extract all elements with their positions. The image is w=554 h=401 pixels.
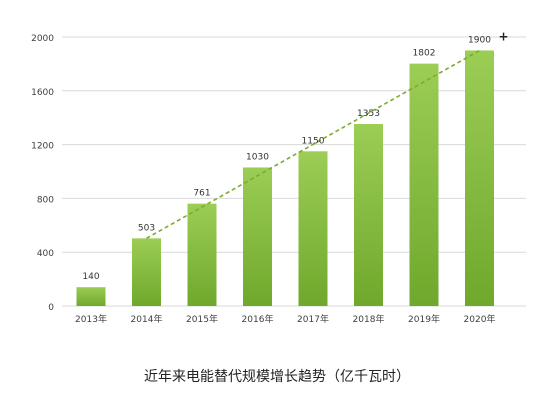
bar	[187, 203, 217, 306]
data-labels: 140 503 761 1030 1150 1353 1802 1900	[82, 35, 491, 282]
y-axis-tick-labels: 0 400 800 1200 1600 2000	[31, 34, 54, 313]
gridlines	[62, 36, 526, 307]
bar	[76, 287, 106, 306]
data-label: 1900	[468, 35, 491, 45]
x-tick-label: 2017年	[297, 313, 329, 325]
data-label: 1150	[302, 136, 325, 146]
data-label: 140	[82, 272, 99, 282]
bar	[243, 167, 272, 306]
x-tick-label: 2015年	[186, 313, 218, 325]
trendline-path	[146, 49, 480, 239]
data-label: 1802	[413, 49, 436, 59]
x-tick-label: 2020年	[464, 313, 496, 325]
bars	[76, 50, 494, 307]
x-tick-label: 2018年	[353, 313, 385, 325]
chart-area: 0 400 800 1200 1600 2000 140 503 761 1030 1150 135…	[31, 29, 526, 325]
x-tick-label: 2014年	[131, 313, 163, 325]
y-tick-label: 400	[37, 249, 54, 259]
y-tick-label: 2000	[31, 34, 54, 44]
bar	[298, 151, 328, 306]
y-tick-label: 0	[48, 303, 54, 313]
annotations: +	[499, 29, 509, 43]
data-label: 503	[138, 223, 155, 233]
bar	[132, 238, 161, 306]
x-tick-label: 2016年	[242, 313, 274, 325]
x-axis-tick-labels: 2013年 2014年 2015年 2016年 2017年 2018年 2019年 2020年	[75, 313, 495, 325]
trendline	[146, 49, 480, 239]
plus-annotation: +	[499, 29, 509, 43]
data-label: 761	[193, 189, 210, 199]
bar	[354, 124, 383, 306]
data-label: 1030	[246, 152, 269, 162]
chart-title: 近年来电能替代规模增长趋势（亿千瓦时）	[144, 369, 410, 385]
y-tick-label: 1200	[31, 142, 54, 152]
y-tick-label: 800	[37, 195, 54, 205]
x-tick-label: 2013年	[75, 313, 107, 325]
bar	[409, 63, 439, 307]
y-tick-label: 1600	[31, 88, 54, 98]
x-tick-label: 2019年	[408, 313, 440, 325]
bar-chart: 0 400 800 1200 1600 2000 140 503 761 1030 1150 135…	[31, 29, 526, 325]
data-label: 1353	[357, 109, 380, 119]
bar	[465, 50, 494, 307]
